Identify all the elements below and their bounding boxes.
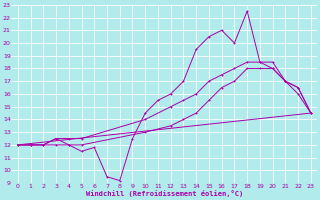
X-axis label: Windchill (Refroidissement éolien,°C): Windchill (Refroidissement éolien,°C) (86, 190, 243, 197)
